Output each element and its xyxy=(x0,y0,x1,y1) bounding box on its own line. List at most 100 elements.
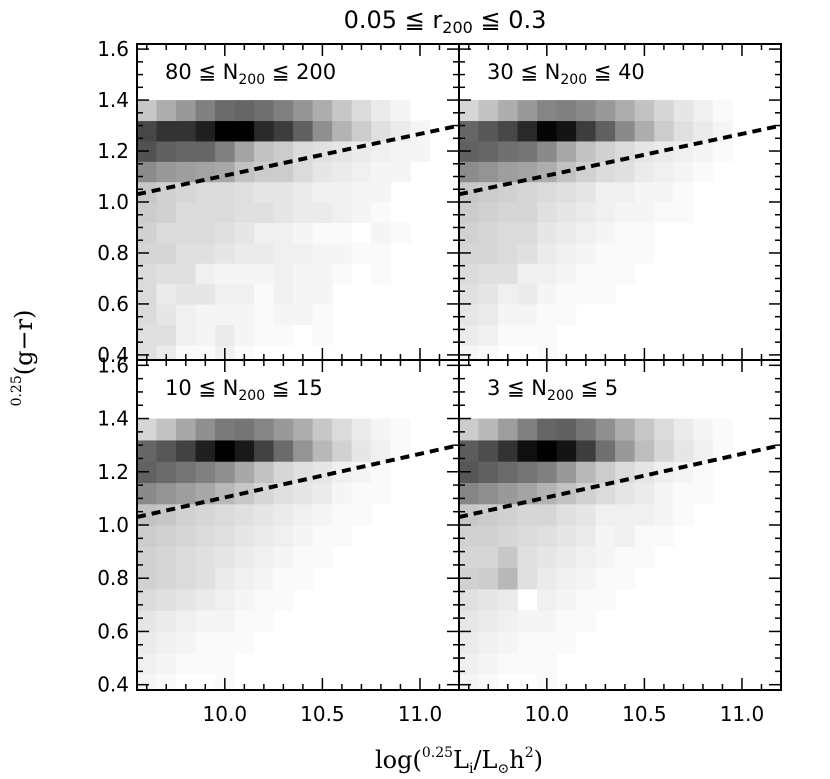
heatmap-cell xyxy=(517,283,538,305)
heatmap-cell xyxy=(410,140,431,162)
heatmap-cell xyxy=(498,525,519,547)
heatmap-cell xyxy=(215,652,236,675)
heatmap-cell xyxy=(498,610,519,633)
heatmap-cell xyxy=(371,482,392,505)
panel-label: 30 ≦ N200 ≦ 40 xyxy=(487,60,645,88)
heatmap-cell xyxy=(293,303,314,325)
heatmap-cell xyxy=(312,324,333,346)
heatmap-cell xyxy=(312,525,333,547)
heatmap-cell xyxy=(195,283,216,305)
heatmap-cell xyxy=(312,263,333,285)
heatmap-cell xyxy=(176,418,197,441)
heatmap-cell xyxy=(595,461,616,484)
heatmap-cell xyxy=(556,242,577,264)
heatmap-cell xyxy=(537,482,558,505)
heatmap-cell xyxy=(537,652,558,675)
heatmap-cell xyxy=(156,303,177,325)
heatmap-cell xyxy=(156,439,177,462)
heatmap-cell xyxy=(254,202,275,223)
heatmap-cell xyxy=(195,120,216,142)
heatmap-cell xyxy=(478,161,499,183)
heatmap-cell xyxy=(293,222,314,244)
heatmap-cell xyxy=(634,161,655,183)
y-axis-label-text: (g−r) xyxy=(10,310,38,376)
heatmap-cell xyxy=(459,283,480,305)
heatmap-cells xyxy=(137,418,411,690)
heatmap-cell xyxy=(176,303,197,325)
heatmap-cell xyxy=(517,202,538,223)
axis-ticks xyxy=(459,360,781,690)
heatmap-cell xyxy=(332,100,353,122)
heatmap-cell xyxy=(215,283,236,305)
heatmap-cell xyxy=(273,503,294,526)
heatmap-cell xyxy=(273,482,294,505)
heatmap-cell xyxy=(371,263,392,285)
heatmap-cell xyxy=(273,242,294,264)
heatmap-cell xyxy=(517,181,538,203)
heatmap-cell xyxy=(234,588,255,611)
heatmap-cell xyxy=(293,140,314,162)
heatmap-cell xyxy=(254,324,275,346)
panel-label-pre: 10 ≦ N xyxy=(165,376,238,400)
heatmap-cell xyxy=(556,610,577,633)
heatmap-cell xyxy=(654,181,675,203)
x-axis-label-pre: log( xyxy=(375,746,422,774)
heatmap-cell xyxy=(478,344,499,360)
heatmap-cell xyxy=(693,461,714,484)
heatmap-cell xyxy=(312,283,333,305)
heatmap-cell xyxy=(556,418,577,441)
panel-label-post: ≦ 200 xyxy=(265,60,336,84)
heatmap-cell xyxy=(215,567,236,590)
heatmap-cell xyxy=(312,100,333,122)
heatmap-cell xyxy=(254,100,275,122)
heatmap-cell xyxy=(215,161,236,183)
heatmap-cell xyxy=(312,546,333,569)
heatmap-cell xyxy=(332,120,353,142)
heatmap-cell xyxy=(615,503,636,526)
heatmap-cell xyxy=(273,525,294,547)
heatmap-cell xyxy=(576,525,597,547)
heatmap-cell xyxy=(215,461,236,484)
heatmap-cell xyxy=(215,439,236,462)
heatmap-cell xyxy=(273,303,294,325)
heatmap-cell xyxy=(351,418,372,441)
heatmap-cell xyxy=(156,161,177,183)
heatmap-cell xyxy=(390,140,411,162)
heatmap-cell xyxy=(351,439,372,462)
heatmap-cell xyxy=(556,439,577,462)
heatmap-cell xyxy=(273,161,294,183)
heatmap-cell xyxy=(312,181,333,203)
heatmap-cell xyxy=(215,503,236,526)
heatmap-cell xyxy=(615,439,636,462)
heatmap-cell xyxy=(176,344,197,360)
heatmap-cell xyxy=(176,140,197,162)
heatmap-cell xyxy=(332,263,353,285)
heatmap-cell xyxy=(498,461,519,484)
heatmap-cell xyxy=(195,263,216,285)
heatmap-cell xyxy=(332,525,353,547)
y-tick-label: 0.6 xyxy=(97,292,129,316)
y-tick-label: 0.6 xyxy=(97,619,129,643)
heatmap-cell xyxy=(234,344,255,360)
heatmap-cell xyxy=(371,181,392,203)
heatmap-cell xyxy=(478,242,499,264)
heatmap-cell xyxy=(576,263,597,285)
heatmap-cell xyxy=(176,222,197,244)
x-axis-label-sub2: ⊙ xyxy=(497,761,509,777)
heatmap-cell xyxy=(215,120,236,142)
heatmap-cell xyxy=(478,525,499,547)
heatmap-cell xyxy=(156,610,177,633)
heatmap-cell xyxy=(137,418,158,441)
heatmap-cell xyxy=(537,546,558,569)
heatmap-cell xyxy=(137,283,158,305)
heatmap-cell xyxy=(332,503,353,526)
heatmap-cell xyxy=(137,181,158,203)
heatmap-cell xyxy=(459,344,480,360)
heatmap-cell xyxy=(371,222,392,244)
heatmap-cell xyxy=(215,100,236,122)
heatmap-cell xyxy=(215,181,236,203)
heatmap-cell xyxy=(615,161,636,183)
x-tick-label: 11.0 xyxy=(720,702,765,726)
heatmap-cell xyxy=(156,418,177,441)
